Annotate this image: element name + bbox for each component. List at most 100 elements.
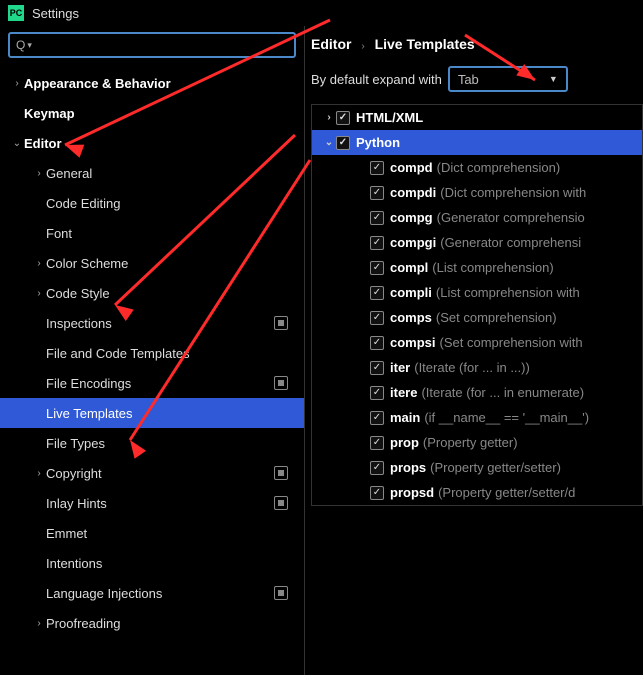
expand-with-value: Tab — [458, 72, 479, 87]
caret-icon: › — [10, 78, 24, 89]
template-name: compsi — [390, 335, 436, 350]
chevron-down-icon: ⌄ — [322, 137, 336, 148]
template-desc: (Iterate (for ... in ...)) — [414, 360, 530, 375]
sidebar-item[interactable]: ⌄Editor — [0, 128, 304, 158]
checkbox[interactable]: ✓ — [336, 111, 350, 125]
breadcrumb: Editor › Live Templates — [305, 36, 643, 66]
caret-icon: › — [32, 618, 46, 629]
sidebar-item[interactable]: ›Inspections — [0, 308, 304, 338]
checkbox[interactable]: ✓ — [370, 486, 384, 500]
sidebar-item-label: File Types — [46, 436, 105, 451]
template-group-label: Python — [356, 135, 400, 150]
settings-sidebar: Q ▾ ›Appearance & Behavior›Keymap⌄Editor… — [0, 26, 305, 675]
search-input[interactable]: Q ▾ — [8, 32, 296, 58]
sidebar-item[interactable]: ›Copyright — [0, 458, 304, 488]
app-icon: PC — [8, 5, 24, 21]
template-item[interactable]: ✓propsd(Property getter/setter/d — [312, 480, 642, 505]
sidebar-item[interactable]: ›Emmet — [0, 518, 304, 548]
sidebar-item[interactable]: ›Color Scheme — [0, 248, 304, 278]
template-item[interactable]: ✓ props (Property getter/setter) — [312, 455, 642, 480]
template-group[interactable]: ›✓HTML/XML — [312, 105, 642, 130]
sidebar-item[interactable]: ›Proofreading — [0, 608, 304, 638]
template-desc: (Property getter/setter/d — [438, 485, 575, 500]
sidebar-item[interactable]: ›Intentions — [0, 548, 304, 578]
sidebar-item[interactable]: ›Live Templates — [0, 398, 304, 428]
template-item[interactable]: ✓ compl (List comprehension) — [312, 255, 642, 280]
template-item[interactable]: ✓compli(List comprehension with — [312, 280, 642, 305]
checkbox[interactable]: ✓ — [370, 361, 384, 375]
checkbox[interactable]: ✓ — [370, 286, 384, 300]
template-item[interactable]: ✓ compg (Generator comprehensio — [312, 205, 642, 230]
template-item[interactable]: ✓iter(Iterate (for ... in ...)) — [312, 355, 642, 380]
checkbox[interactable]: ✓ — [370, 261, 384, 275]
template-name: compg — [390, 210, 433, 225]
sidebar-item[interactable]: ›Keymap — [0, 98, 304, 128]
expand-with-select[interactable]: Tab ▼ — [448, 66, 568, 92]
template-name: main — [390, 410, 420, 425]
checkbox[interactable]: ✓ — [370, 211, 384, 225]
title-bar: PC Settings — [0, 0, 643, 26]
template-desc: (List comprehension with — [436, 285, 580, 300]
template-name: comps — [390, 310, 432, 325]
sidebar-item-label: Appearance & Behavior — [24, 76, 171, 91]
template-name: props — [390, 460, 426, 475]
sidebar-item-label: Copyright — [46, 466, 102, 481]
search-icon: Q — [16, 38, 25, 52]
caret-icon: › — [32, 288, 46, 299]
template-desc: (Set comprehension) — [436, 310, 557, 325]
checkbox[interactable]: ✓ — [370, 311, 384, 325]
sidebar-item-label: Inspections — [46, 316, 112, 331]
sidebar-item[interactable]: ›Appearance & Behavior — [0, 68, 304, 98]
sidebar-item-label: Keymap — [24, 106, 75, 121]
template-item[interactable]: ✓compdi(Dict comprehension with — [312, 180, 642, 205]
caret-icon: › — [32, 168, 46, 179]
sidebar-item[interactable]: ›File and Code Templates — [0, 338, 304, 368]
project-badge-icon — [274, 376, 288, 390]
sidebar-item[interactable]: ›Code Style — [0, 278, 304, 308]
checkbox[interactable]: ✓ — [370, 436, 384, 450]
sidebar-item[interactable]: ›File Encodings — [0, 368, 304, 398]
breadcrumb-root[interactable]: Editor — [311, 36, 351, 52]
template-item[interactable]: ✓compgi(Generator comprehensi — [312, 230, 642, 255]
template-item[interactable]: ✓ main (if __name__ == '__main__') — [312, 405, 642, 430]
sidebar-item-label: Proofreading — [46, 616, 120, 631]
sidebar-item-label: Code Editing — [46, 196, 120, 211]
template-desc: (List comprehension) — [432, 260, 553, 275]
template-item[interactable]: ✓ itere (Iterate (for ... in enumerate) — [312, 380, 642, 405]
sidebar-item[interactable]: ›Inlay Hints — [0, 488, 304, 518]
project-badge-icon — [274, 316, 288, 330]
sidebar-item[interactable]: ›Font — [0, 218, 304, 248]
template-item[interactable]: ✓ compsi (Set comprehension with — [312, 330, 642, 355]
checkbox[interactable]: ✓ — [370, 236, 384, 250]
checkbox[interactable]: ✓ — [370, 386, 384, 400]
checkbox[interactable]: ✓ — [370, 411, 384, 425]
sidebar-item-label: Editor — [24, 136, 62, 151]
template-name: compl — [390, 260, 428, 275]
checkbox[interactable]: ✓ — [370, 461, 384, 475]
templates-panel: ›✓HTML/XML⌄✓Python✓compd(Dict comprehens… — [311, 104, 643, 506]
expand-with-label: By default expand with — [311, 72, 442, 87]
checkbox[interactable]: ✓ — [370, 186, 384, 200]
template-group[interactable]: ⌄✓ Python — [312, 130, 642, 155]
template-item[interactable]: ✓prop(Property getter) — [312, 430, 642, 455]
template-desc: (if __name__ == '__main__') — [424, 410, 589, 425]
template-desc: (Property getter/setter) — [430, 460, 561, 475]
sidebar-item[interactable]: ›General — [0, 158, 304, 188]
template-desc: (Iterate (for ... in enumerate) — [421, 385, 584, 400]
checkbox[interactable]: ✓ — [370, 161, 384, 175]
sidebar-item[interactable]: ›File Types — [0, 428, 304, 458]
sidebar-item-label: Color Scheme — [46, 256, 128, 271]
sidebar-item-label: Language Injections — [46, 586, 162, 601]
checkbox[interactable]: ✓ — [370, 336, 384, 350]
template-name: itere — [390, 385, 417, 400]
checkbox[interactable]: ✓ — [336, 136, 350, 150]
sidebar-item-label: Live Templates — [46, 406, 132, 421]
chevron-right-icon: › — [361, 41, 364, 52]
template-desc: (Generator comprehensio — [437, 210, 585, 225]
template-item[interactable]: ✓ comps (Set comprehension) — [312, 305, 642, 330]
template-item[interactable]: ✓compd(Dict comprehension) — [312, 155, 642, 180]
template-desc: (Set comprehension with — [440, 335, 583, 350]
sidebar-item[interactable]: ›Code Editing — [0, 188, 304, 218]
sidebar-item[interactable]: ›Language Injections — [0, 578, 304, 608]
caret-icon: › — [32, 258, 46, 269]
